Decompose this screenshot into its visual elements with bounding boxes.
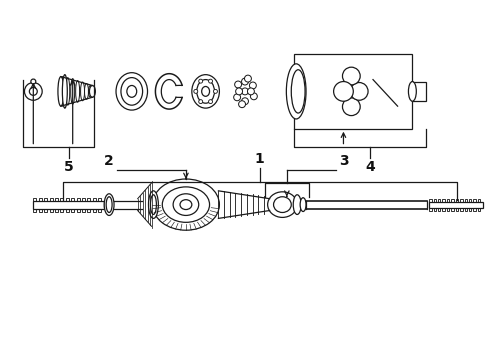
Bar	[93, 198, 96, 212]
Ellipse shape	[84, 84, 89, 99]
Circle shape	[334, 82, 353, 101]
Bar	[447, 199, 449, 211]
Ellipse shape	[116, 73, 147, 110]
Ellipse shape	[286, 64, 306, 119]
Bar	[33, 201, 104, 208]
Circle shape	[245, 75, 251, 82]
Circle shape	[236, 88, 243, 95]
Circle shape	[194, 89, 198, 93]
Ellipse shape	[273, 197, 291, 212]
Bar	[469, 199, 471, 211]
Bar	[429, 202, 483, 208]
Bar	[44, 198, 47, 212]
Ellipse shape	[180, 200, 192, 210]
Ellipse shape	[80, 82, 84, 101]
Text: 3: 3	[339, 154, 349, 168]
Ellipse shape	[173, 194, 199, 215]
Ellipse shape	[268, 192, 297, 217]
Circle shape	[343, 67, 360, 85]
Ellipse shape	[162, 187, 210, 222]
Ellipse shape	[127, 85, 137, 97]
Circle shape	[350, 82, 368, 100]
Ellipse shape	[89, 85, 93, 97]
Text: 1: 1	[255, 152, 265, 166]
Circle shape	[242, 78, 248, 85]
Ellipse shape	[409, 82, 416, 101]
Bar	[71, 198, 74, 212]
Ellipse shape	[66, 78, 70, 105]
Ellipse shape	[121, 78, 143, 105]
Bar	[66, 198, 69, 212]
Circle shape	[242, 98, 248, 105]
Circle shape	[199, 79, 203, 83]
Bar	[60, 198, 63, 212]
Ellipse shape	[29, 87, 37, 95]
Circle shape	[250, 93, 257, 100]
Bar	[442, 199, 445, 211]
Bar	[434, 199, 436, 211]
Text: 2: 2	[104, 154, 114, 168]
Circle shape	[343, 98, 360, 116]
Circle shape	[247, 88, 254, 95]
Circle shape	[209, 79, 213, 83]
Ellipse shape	[291, 70, 305, 113]
Bar	[98, 198, 101, 212]
Bar	[55, 198, 58, 212]
Ellipse shape	[293, 195, 301, 215]
Bar	[39, 198, 42, 212]
Ellipse shape	[104, 194, 114, 215]
Ellipse shape	[197, 80, 215, 103]
Bar	[465, 199, 467, 211]
Circle shape	[249, 82, 256, 89]
Bar	[49, 198, 52, 212]
Bar	[413, 82, 426, 101]
Bar	[451, 199, 454, 211]
Ellipse shape	[62, 75, 67, 108]
Ellipse shape	[31, 79, 36, 84]
Bar	[88, 198, 91, 212]
Bar	[460, 199, 463, 211]
Bar	[33, 198, 36, 212]
Ellipse shape	[150, 195, 156, 215]
Bar	[438, 199, 441, 211]
Ellipse shape	[148, 191, 158, 219]
Bar	[429, 199, 432, 211]
Bar	[473, 199, 476, 211]
Circle shape	[235, 81, 242, 88]
Text: 5: 5	[64, 160, 74, 174]
Circle shape	[214, 89, 218, 93]
Ellipse shape	[58, 77, 64, 106]
Ellipse shape	[152, 179, 220, 230]
Text: 4: 4	[365, 160, 375, 174]
Ellipse shape	[71, 78, 74, 104]
Circle shape	[239, 101, 245, 108]
Circle shape	[199, 100, 203, 104]
Ellipse shape	[75, 81, 79, 102]
Circle shape	[209, 100, 213, 104]
Bar	[82, 198, 85, 212]
Circle shape	[242, 88, 248, 95]
Circle shape	[234, 94, 241, 101]
Ellipse shape	[106, 197, 112, 212]
Bar	[76, 198, 79, 212]
Ellipse shape	[24, 82, 42, 100]
Bar	[456, 199, 458, 211]
Ellipse shape	[192, 75, 220, 108]
Bar	[478, 199, 480, 211]
Bar	[294, 54, 413, 129]
Ellipse shape	[61, 77, 65, 106]
Ellipse shape	[300, 198, 306, 212]
Ellipse shape	[202, 86, 210, 96]
Ellipse shape	[90, 85, 96, 97]
